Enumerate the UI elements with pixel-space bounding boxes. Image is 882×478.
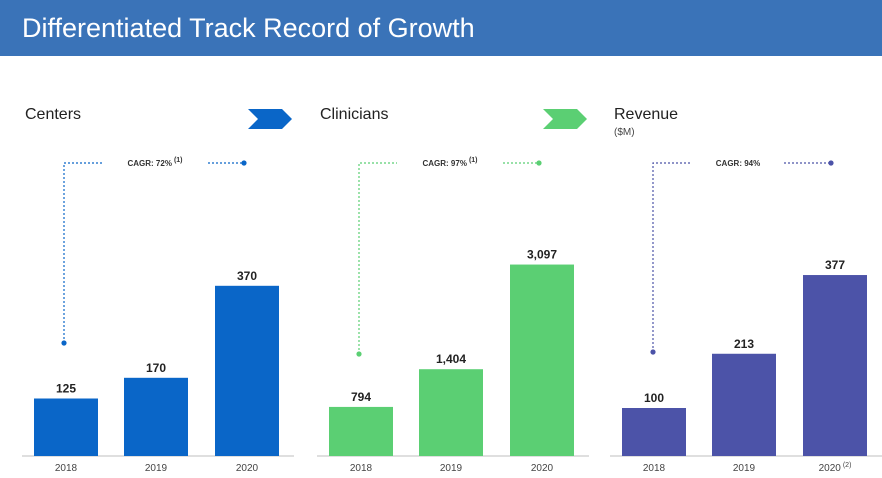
x-tick-label-2018: 2018 <box>350 463 373 474</box>
centers-panel: Centers CAGR: 72% (1) 125 2018 170 2019 370 20… <box>18 56 298 478</box>
x-tick-label-2018: 2018 <box>643 463 666 474</box>
clinicians-panel: Clinicians CAGR: 97% (1) 794 2018 1,404 2019… <box>313 56 593 478</box>
bar-2018 <box>329 406 393 456</box>
cagr-end-marker <box>828 160 834 166</box>
bar-2019 <box>124 377 188 456</box>
cagr-start-marker <box>650 349 656 355</box>
cagr-end-marker <box>536 160 542 166</box>
chevron-right-icon <box>543 109 587 129</box>
cagr-label: CAGR: 94% <box>716 159 760 168</box>
data-label-2019: 170 <box>146 361 166 375</box>
title-banner: Differentiated Track Record of Growth <box>0 0 882 56</box>
bar-2018 <box>622 408 686 456</box>
x-tick-label-2020: 2020 (2) <box>819 462 852 474</box>
data-label-2020: 3,097 <box>527 248 557 262</box>
cagr-label: CAGR: 72% (1) <box>127 157 182 168</box>
centers-title: Centers <box>25 106 82 123</box>
cagr-connector-line <box>358 162 539 354</box>
data-label-2018: 125 <box>56 382 76 396</box>
data-label-2018: 794 <box>351 390 371 404</box>
bar-2019 <box>712 353 776 456</box>
centers-bar-chart: CAGR: 72% (1) 125 2018 170 2019 370 2020 <box>22 157 294 474</box>
x-tick-label-2019: 2019 <box>145 463 168 474</box>
bar-2020 <box>803 275 867 456</box>
page-title: Differentiated Track Record of Growth <box>22 13 475 43</box>
revenue-bar-chart: CAGR: 94% 100 2018 213 2019 377 2020 (2) <box>610 159 882 474</box>
revenue-panel: Revenue ($M) CAGR: 94% 100 2018 213 2019 377… <box>606 56 882 478</box>
data-label-2019: 213 <box>734 337 754 351</box>
data-label-2019: 1,404 <box>436 352 466 366</box>
cagr-connector-line <box>63 162 244 343</box>
data-label-2020: 377 <box>825 258 845 272</box>
bar-2019 <box>419 369 483 456</box>
x-tick-label-2019: 2019 <box>733 463 756 474</box>
cagr-label: CAGR: 97% (1) <box>422 157 477 168</box>
x-tick-label-2020: 2020 <box>531 463 554 474</box>
x-tick-label-2018: 2018 <box>55 463 78 474</box>
bar-2018 <box>34 398 98 456</box>
cagr-start-marker <box>61 340 67 346</box>
data-label-2018: 100 <box>644 391 664 405</box>
bar-2020 <box>215 285 279 456</box>
clinicians-bar-chart: CAGR: 97% (1) 794 2018 1,404 2019 3,097 2020 <box>317 157 589 474</box>
clinicians-title: Clinicians <box>320 106 389 123</box>
cagr-connector-line <box>652 162 831 352</box>
chevron-right-icon <box>248 109 292 129</box>
cagr-start-marker <box>356 351 362 357</box>
x-tick-label-2020: 2020 <box>236 463 259 474</box>
data-label-2020: 370 <box>237 269 257 283</box>
revenue-subtitle: ($M) <box>614 127 635 138</box>
bar-2020 <box>510 264 574 456</box>
revenue-title: Revenue <box>614 106 679 123</box>
x-tick-label-2019: 2019 <box>440 463 463 474</box>
cagr-end-marker <box>241 160 247 166</box>
